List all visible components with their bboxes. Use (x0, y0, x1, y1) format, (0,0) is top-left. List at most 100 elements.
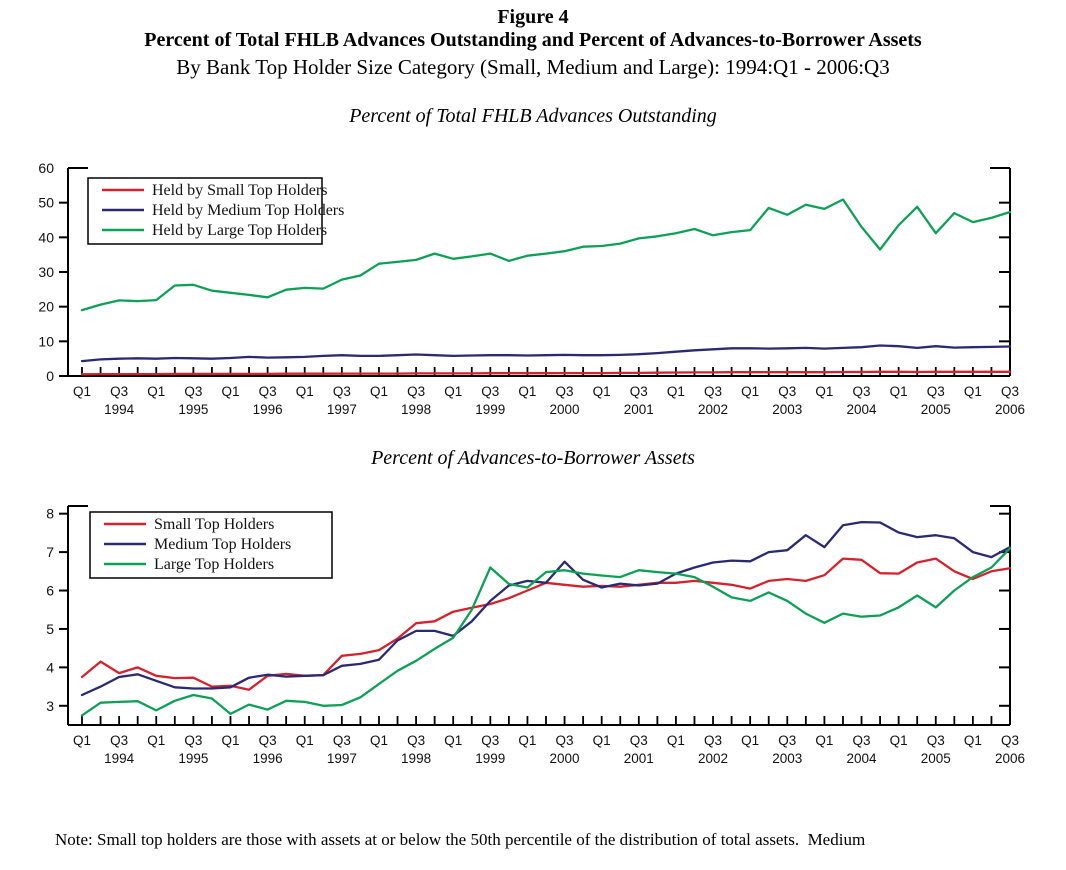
x-tick-label: Q3 (778, 733, 796, 748)
x-tick-label: Q1 (370, 733, 388, 748)
y-tick-label: 4 (46, 659, 54, 675)
figure-subtitle: By Bank Top Holder Size Category (Small,… (176, 55, 890, 79)
x-tick-label: Q3 (110, 384, 128, 399)
y-tick-label: 40 (38, 229, 54, 245)
x-tick-label: Q1 (147, 733, 165, 748)
x-year-label: 2006 (995, 402, 1025, 417)
legend-label: Held by Large Top Holders (152, 222, 327, 239)
x-year-label: 1999 (475, 402, 505, 417)
series-line-medium (80, 344, 1012, 363)
x-year-label: 1998 (401, 751, 431, 766)
y-tick-label: 20 (38, 299, 54, 315)
x-tick-label: Q1 (741, 384, 759, 399)
x-year-label: 1994 (104, 751, 135, 766)
x-tick-label: Q1 (73, 733, 91, 748)
x-tick-label: Q3 (704, 384, 722, 399)
x-year-label: 2003 (772, 402, 802, 417)
figure-label: Figure 4 (497, 6, 569, 28)
x-year-label: 2004 (846, 751, 877, 766)
x-tick-label: Q3 (1001, 384, 1019, 399)
chart1-title: Percent of Total FHLB Advances Outstandi… (349, 105, 717, 127)
y-tick-label: 7 (46, 544, 54, 560)
x-tick-label: Q1 (593, 733, 611, 748)
figure-note: Note: Small top holders are those with a… (55, 786, 1020, 870)
note-line: Note: Small top holders are those with a… (55, 830, 866, 849)
x-tick-label: Q3 (333, 384, 351, 399)
x-tick-label: Q3 (110, 733, 128, 748)
x-tick-label: Q1 (815, 384, 833, 399)
x-tick-label: Q3 (481, 733, 499, 748)
x-year-label: 2005 (921, 751, 951, 766)
legend-label: Held by Small Top Holders (152, 182, 327, 199)
y-tick-label: 60 (38, 160, 54, 176)
x-year-label: 1997 (327, 751, 357, 766)
x-tick-label: Q1 (73, 384, 91, 399)
x-year-label: 1996 (253, 751, 283, 766)
x-tick-label: Q1 (890, 384, 908, 399)
y-tick-label: 3 (46, 698, 54, 714)
x-tick-label: Q3 (556, 384, 574, 399)
legend-label: Large Top Holders (154, 556, 274, 573)
figure-title: Percent of Total FHLB Advances Outstandi… (144, 29, 922, 51)
x-tick-label: Q3 (184, 384, 202, 399)
y-tick-label: 10 (38, 333, 54, 349)
x-tick-label: Q1 (221, 733, 239, 748)
x-tick-label: Q1 (296, 384, 314, 399)
x-year-label: 2002 (698, 402, 728, 417)
x-tick-label: Q3 (630, 384, 648, 399)
x-year-label: 1999 (475, 751, 505, 766)
series-line-large (80, 547, 1012, 717)
x-year-label: 1996 (253, 402, 283, 417)
x-tick-label: Q3 (407, 733, 425, 748)
x-tick-label: Q1 (444, 733, 462, 748)
x-tick-label: Q3 (556, 733, 574, 748)
x-tick-label: Q1 (815, 733, 833, 748)
x-tick-label: Q3 (1001, 733, 1019, 748)
x-tick-label: Q3 (927, 733, 945, 748)
x-tick-label: Q1 (964, 384, 982, 399)
y-tick-label: 8 (46, 506, 54, 522)
advances-to-borrower-assets-chart: 3 4 5 6 7 8 Q1 Q3 1994 Q1 Q3 1995 Q1 Q3 1996 Q1 Q3 1997 Q1… (46, 505, 1025, 766)
x-tick-label: Q3 (853, 384, 871, 399)
x-year-label: 2005 (921, 402, 951, 417)
x-tick-label: Q3 (927, 384, 945, 399)
legend-label: Medium Top Holders (154, 536, 291, 553)
legend-label: Held by Medium Top Holders (152, 202, 344, 219)
series-line-large (80, 198, 1012, 312)
y-tick-label: 50 (38, 195, 54, 211)
x-year-label: 2001 (624, 402, 654, 417)
x-tick-label: Q3 (407, 384, 425, 399)
legend-label: Small Top Holders (154, 516, 274, 533)
y-tick-label: 5 (46, 621, 54, 637)
chart2-title: Percent of Advances-to-Borrower Assets (371, 447, 695, 469)
x-tick-label: Q1 (518, 384, 536, 399)
x-year-label: 2004 (846, 402, 877, 417)
x-year-label: 2000 (550, 751, 580, 766)
x-tick-label: Q1 (147, 384, 165, 399)
x-tick-label: Q1 (593, 384, 611, 399)
x-tick-label: Q1 (667, 384, 685, 399)
x-tick-label: Q1 (370, 384, 388, 399)
x-tick-label: Q1 (296, 733, 314, 748)
x-tick-label: Q1 (444, 384, 462, 399)
advances-outstanding-chart: 0 10 20 30 40 50 60 Q1 Q3 1994 Q1 Q3 1995 Q1 Q3 1996 Q1 Q… (38, 160, 1025, 417)
x-tick-label: Q1 (964, 733, 982, 748)
x-tick-label: Q3 (704, 733, 722, 748)
x-tick-label: Q3 (259, 733, 277, 748)
x-year-label: 1995 (178, 402, 208, 417)
y-tick-label: 0 (46, 368, 54, 384)
x-year-label: 2000 (550, 402, 580, 417)
x-tick-label: Q3 (481, 384, 499, 399)
x-tick-label: Q3 (184, 733, 202, 748)
x-tick-label: Q3 (630, 733, 648, 748)
x-year-label: 1998 (401, 402, 431, 417)
x-year-label: 2006 (995, 751, 1025, 766)
x-tick-label: Q1 (741, 733, 759, 748)
x-tick-label: Q3 (853, 733, 871, 748)
series-line-medium (80, 520, 1012, 697)
x-tick-label: Q3 (259, 384, 277, 399)
x-tick-label: Q1 (667, 733, 685, 748)
series-line-small (80, 370, 1012, 376)
x-year-label: 1997 (327, 402, 357, 417)
x-year-label: 1995 (178, 751, 208, 766)
